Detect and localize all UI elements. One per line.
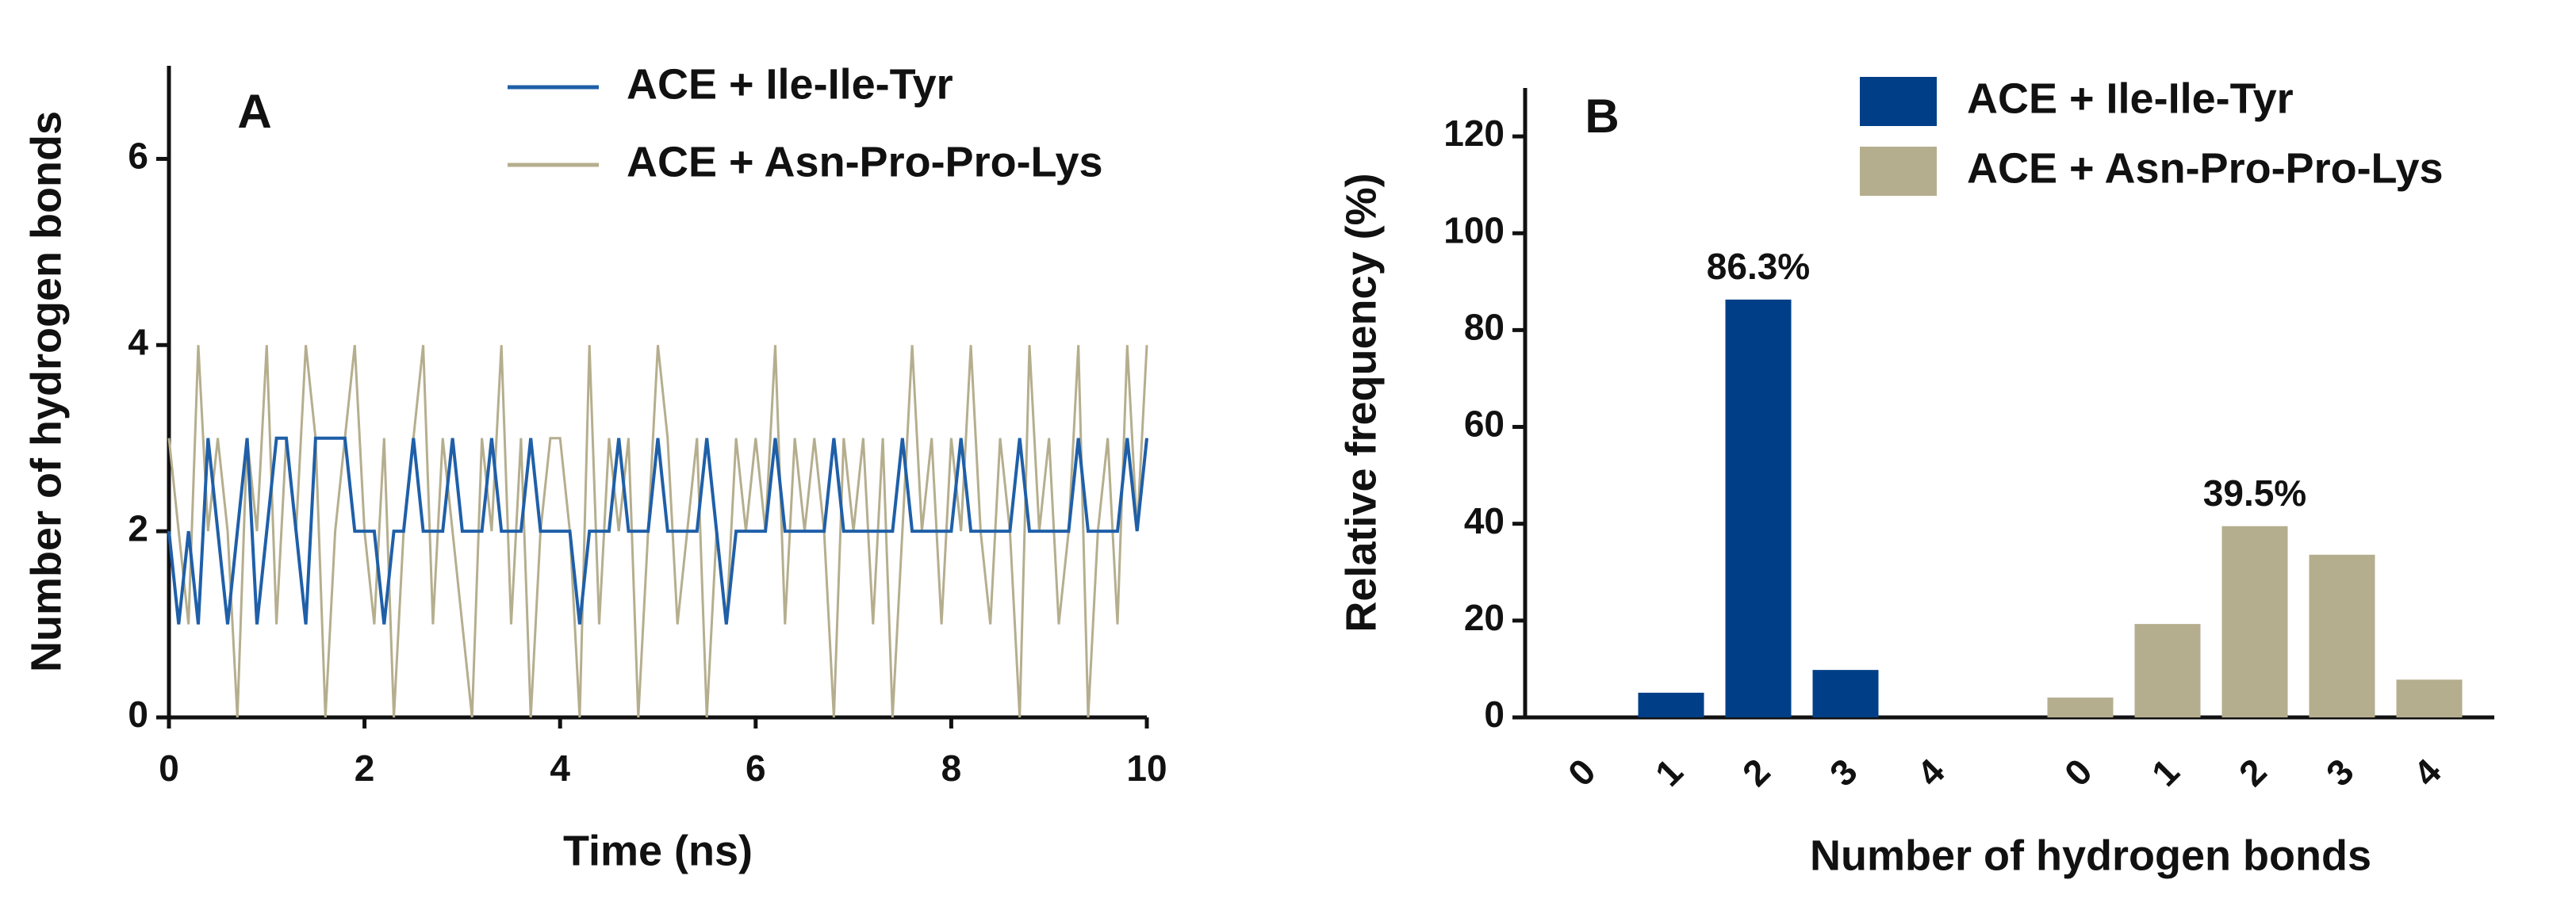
x-tick-label: 4 [1909, 751, 1953, 794]
y-tick-label: 60 [1464, 403, 1505, 445]
y-tick-label: 80 [1464, 307, 1505, 348]
y-tick-label: 20 [1464, 597, 1505, 638]
y-tick-label: 0 [128, 694, 148, 735]
x-tick-label: 3 [2318, 751, 2362, 794]
x-tick-label: 8 [941, 748, 962, 789]
bar [1638, 692, 1704, 717]
bar [2221, 526, 2288, 717]
x-tick-label: 1 [2144, 751, 2187, 794]
data-line [167, 436, 1148, 625]
x-tick-label: 10 [1126, 748, 1167, 789]
y-tick-label: 40 [1464, 500, 1505, 541]
y-tick-label: 100 [1443, 209, 1505, 250]
x-tick-label: 2 [355, 748, 375, 789]
panel-label: A [237, 85, 271, 138]
value-label: 39.5% [2203, 472, 2306, 514]
bar [2134, 624, 2201, 717]
y-tick-label: 0 [1484, 694, 1505, 735]
legend-label: ACE + Ile-Ile-Tyr [627, 60, 953, 108]
x-tick-label: 3 [1822, 751, 1865, 794]
panel-label: B [1585, 90, 1619, 143]
legend-label: ACE + Ile-Ile-Tyr [1967, 75, 2294, 122]
bar [1812, 670, 1879, 717]
x-axis-title: Time (ns) [563, 827, 753, 874]
bar [2047, 697, 2114, 717]
value-label: 86.3% [1707, 246, 1810, 287]
x-tick-label: 2 [2231, 751, 2275, 794]
legend-label: ACE + Asn-Pro-Pro-Lys [627, 138, 1103, 185]
legend-label: ACE + Asn-Pro-Pro-Lys [1967, 144, 2444, 192]
y-tick-label: 4 [128, 321, 148, 362]
x-tick-label: 6 [746, 748, 766, 789]
bar [2309, 554, 2375, 717]
y-tick-label: 120 [1443, 113, 1505, 154]
x-tick-label: 0 [1560, 751, 1604, 794]
y-axis-title: Number of hydrogen bonds [22, 111, 70, 672]
y-axis-title: Relative frequency (%) [1337, 173, 1385, 632]
x-tick-label: 0 [2057, 751, 2100, 794]
y-tick-label: 6 [128, 136, 148, 177]
x-tick-label: 1 [1647, 751, 1691, 794]
x-tick-label: 2 [1735, 751, 1778, 794]
data-line [167, 345, 1148, 718]
x-axis-title: Number of hydrogen bonds [1810, 832, 2371, 879]
x-tick-label: 4 [2405, 751, 2449, 794]
y-tick-label: 2 [128, 507, 148, 549]
bar [1725, 299, 1792, 718]
bar [2396, 679, 2463, 717]
x-tick-label: 0 [159, 748, 179, 789]
legend-swatch [1860, 77, 1937, 126]
x-tick-label: 4 [550, 748, 570, 789]
legend-swatch [1860, 147, 1937, 196]
